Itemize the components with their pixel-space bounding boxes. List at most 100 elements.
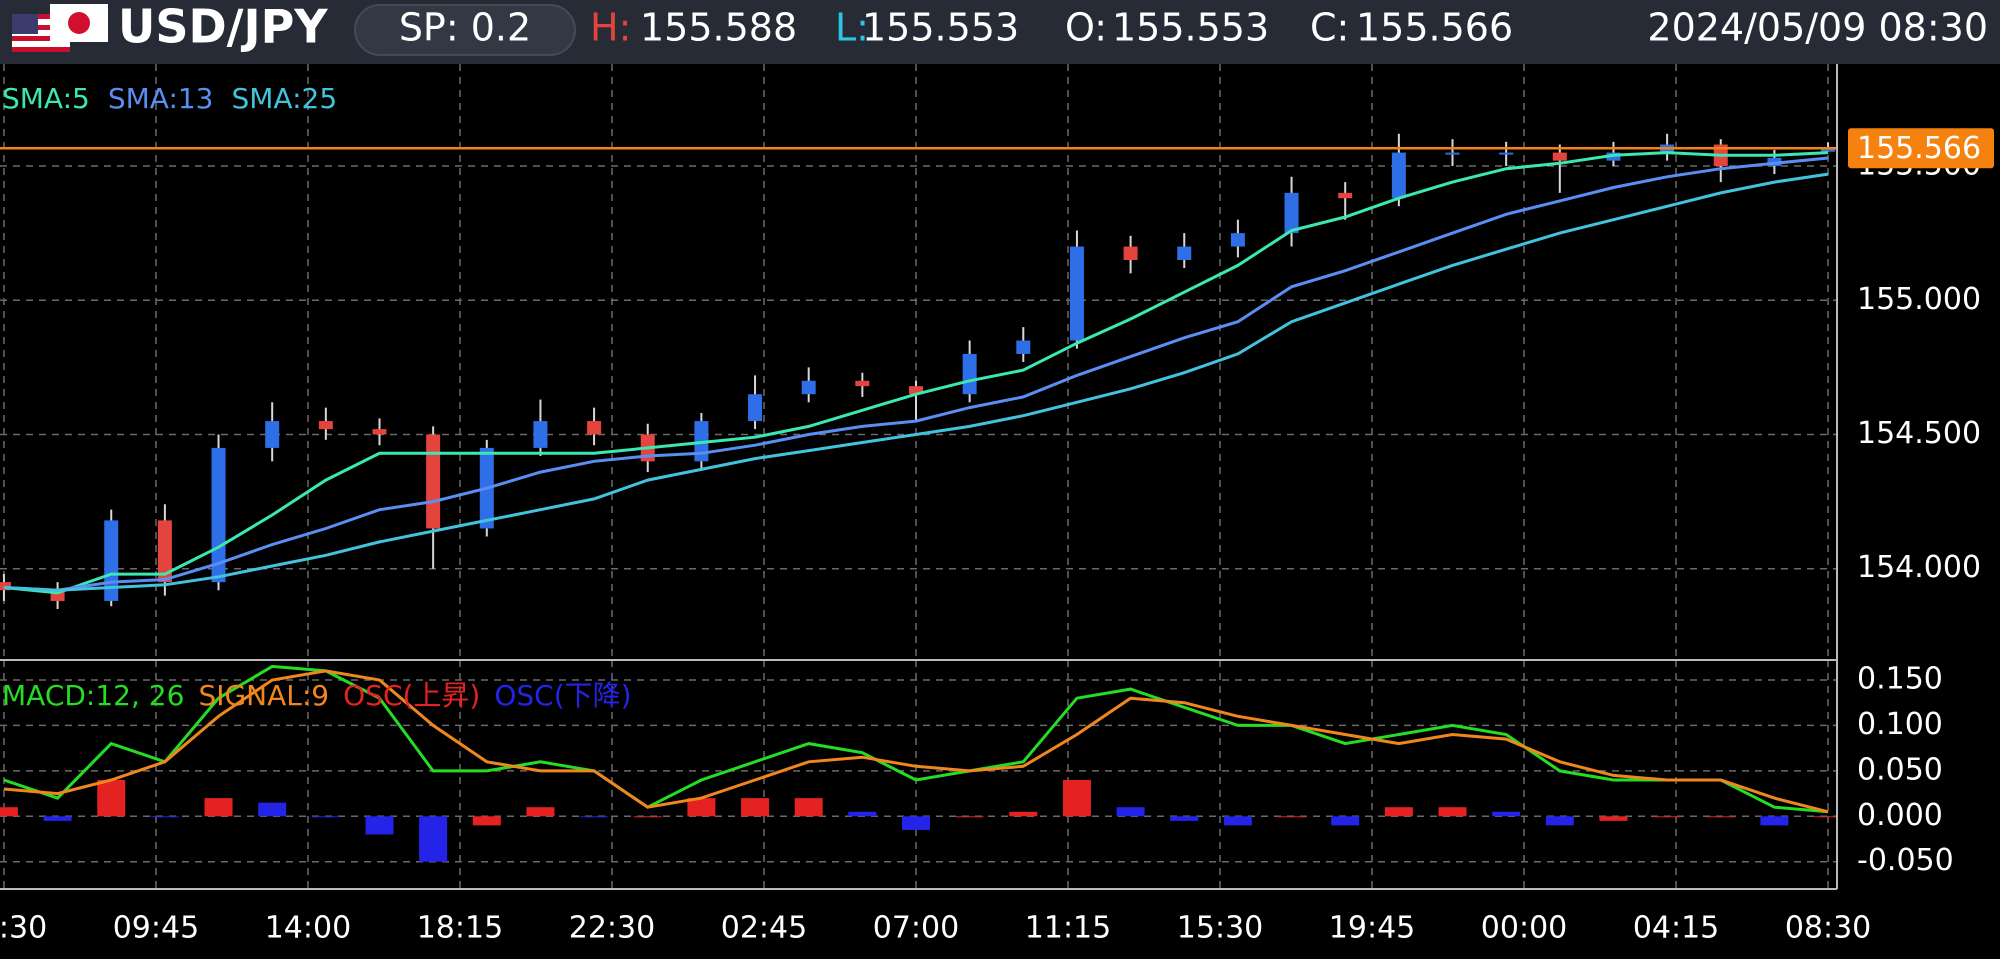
y-tick-label: 155.000 [1857, 282, 1981, 317]
candle-body [855, 380, 870, 387]
legend-entry: MACD:12, 26 [2, 679, 184, 712]
osc-bar [1062, 779, 1091, 817]
candle-body [50, 590, 65, 601]
close-value: 155.566 [1356, 6, 1513, 50]
high-value: 155.588 [640, 6, 797, 50]
x-tick-label: 02:45 [721, 911, 807, 946]
y-tick-label: 154.500 [1857, 416, 1981, 451]
legend-entry: SIGNAL:9 [198, 679, 329, 712]
x-tick-label: 08:30 [1785, 911, 1871, 946]
osc-bar [0, 807, 18, 817]
candle-body [318, 421, 333, 430]
sma-line [3, 151, 1829, 595]
osc-bar [1170, 816, 1199, 821]
spread: SP: 0.2 [399, 6, 531, 50]
close-label: C: [1310, 6, 1349, 50]
osc-bar [1492, 811, 1521, 817]
osc-bar [311, 816, 340, 818]
osc-bar [1653, 816, 1682, 818]
y-tick-label: 0.150 [1857, 661, 1943, 696]
datetime: 2024/05/09 08:30 [1647, 6, 1988, 50]
high-label: H: [590, 6, 631, 50]
legend-entry: SMA:5 [2, 82, 90, 115]
candle-body [962, 353, 977, 395]
x-tick-label: 07:00 [873, 911, 959, 946]
candle-body [1445, 152, 1460, 155]
osc-bar [1760, 816, 1789, 826]
x-tick-label: 05:30 [0, 911, 47, 946]
osc-bar [741, 798, 770, 817]
osc-bar [1599, 816, 1628, 821]
candle-body [1338, 192, 1353, 199]
osc-bar [150, 816, 179, 818]
osc-bar [1706, 816, 1735, 818]
candle-body [1499, 152, 1514, 155]
osc-bar [526, 807, 555, 817]
osc-bar [419, 816, 448, 862]
candle-body [1177, 246, 1192, 260]
candle-body [748, 394, 763, 422]
x-tick-label: 18:15 [417, 911, 503, 946]
sma-line [3, 172, 1829, 592]
osc-bar [43, 816, 72, 821]
y-tick-label: 154.000 [1857, 550, 1981, 585]
osc-bar [901, 816, 930, 830]
osc-bar [204, 798, 233, 817]
osc-bar [1009, 811, 1038, 817]
candle-body [426, 434, 441, 529]
candle-body [157, 520, 172, 583]
candle-body [265, 421, 280, 448]
current-price-box [1848, 128, 1994, 169]
open-value: 155.553 [1112, 6, 1269, 50]
osc-bar [1116, 807, 1145, 817]
candle-body [372, 429, 387, 435]
macd-line [3, 669, 1829, 814]
osc-bar [472, 816, 501, 826]
low-value: 155.553 [862, 6, 1019, 50]
osc-bar [687, 798, 716, 817]
candle-body [1069, 246, 1084, 341]
candle-body [1016, 340, 1031, 354]
osc-bar [1331, 816, 1360, 826]
osc-bar [1438, 807, 1467, 817]
candle-body [1123, 246, 1138, 260]
x-tick-label: 22:30 [569, 911, 655, 946]
x-tick-label: 11:15 [1025, 911, 1111, 946]
current-price-label: 155.566 [1857, 131, 1981, 166]
y-tick-label: 0.050 [1857, 752, 1943, 787]
osc-bar [633, 816, 662, 818]
osc-bar [580, 816, 609, 818]
osc-bar [1223, 816, 1252, 826]
osc-bar [1814, 816, 1837, 818]
x-tick-label: 00:00 [1481, 911, 1567, 946]
candle-body [908, 386, 923, 395]
osc-bar [794, 798, 823, 817]
candle-body [1821, 148, 1836, 152]
low-label: L: [835, 6, 869, 50]
sma-line [3, 156, 1829, 592]
symbol: USD/JPY [118, 0, 328, 54]
spread-pill [354, 4, 576, 56]
plot [0, 660, 1837, 889]
y-tick-label: 0.000 [1857, 798, 1943, 833]
candle-body [1552, 152, 1567, 161]
candle-body [1284, 192, 1299, 234]
y-tick-label: 0.100 [1857, 707, 1943, 742]
osc-bar [1384, 807, 1413, 817]
osc-bar [848, 811, 877, 817]
candle-body [1391, 152, 1406, 199]
legend-entry: OSC(上昇) [343, 679, 480, 712]
osc-bar [97, 779, 126, 817]
plot [0, 64, 1837, 660]
candle-body [587, 421, 602, 435]
osc-bar [258, 802, 287, 817]
osc-bar [1277, 816, 1306, 818]
x-tick-label: 19:45 [1329, 911, 1415, 946]
candle-body [533, 421, 548, 448]
candle-body [1230, 233, 1245, 247]
osc-bar [1545, 816, 1574, 826]
legend-entry: SMA:25 [232, 82, 338, 115]
